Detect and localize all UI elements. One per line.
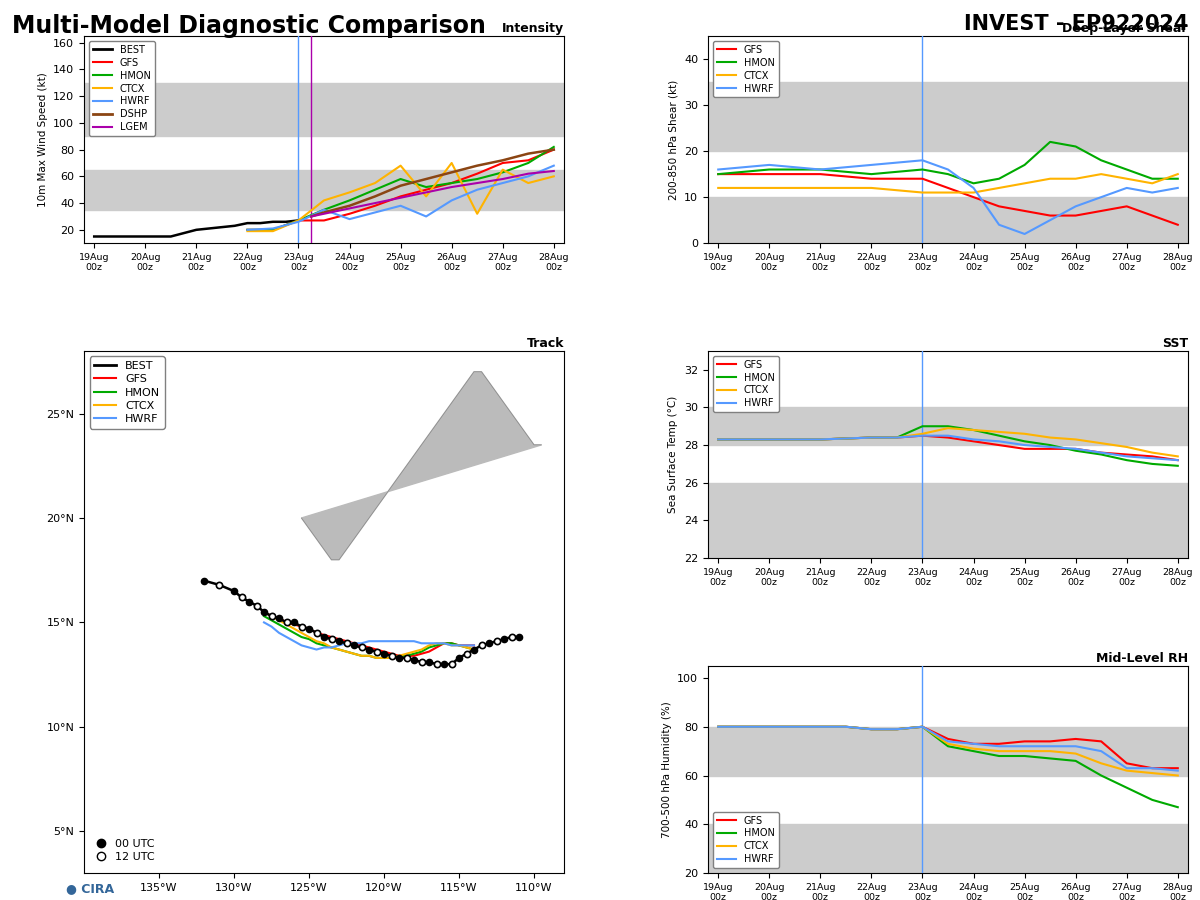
Text: INVEST - EP922024: INVEST - EP922024 [964, 14, 1188, 33]
Text: Multi-Model Diagnostic Comparison: Multi-Model Diagnostic Comparison [12, 14, 486, 38]
Y-axis label: 200-850 hPa Shear (kt): 200-850 hPa Shear (kt) [668, 79, 678, 200]
Y-axis label: 700-500 hPa Humidity (%): 700-500 hPa Humidity (%) [661, 701, 672, 838]
Text: Track: Track [527, 337, 564, 350]
Y-axis label: 10m Max Wind Speed (kt): 10m Max Wind Speed (kt) [37, 72, 48, 207]
Bar [84, 83, 564, 136]
Legend: GFS, HMON, CTCX, HWRF: GFS, HMON, CTCX, HWRF [713, 812, 779, 868]
Bar [708, 82, 1188, 151]
Y-axis label: Sea Surface Temp (°C): Sea Surface Temp (°C) [668, 396, 678, 513]
Polygon shape [301, 372, 541, 560]
Text: SST: SST [1162, 337, 1188, 350]
Text: Intensity: Intensity [502, 22, 564, 35]
Bar [708, 727, 1188, 776]
Text: Deep-Layer Shear: Deep-Layer Shear [1062, 22, 1188, 35]
Bar [708, 824, 1188, 873]
Bar [708, 482, 1188, 558]
Legend: 00 UTC, 12 UTC: 00 UTC, 12 UTC [90, 833, 161, 868]
Bar [708, 197, 1188, 243]
Text: Mid-Level RH: Mid-Level RH [1096, 652, 1188, 665]
Text: ● CIRA: ● CIRA [66, 883, 114, 896]
Bar [708, 408, 1188, 446]
Bar [84, 170, 564, 210]
Legend: GFS, HMON, CTCX, HWRF: GFS, HMON, CTCX, HWRF [713, 40, 779, 97]
Legend: BEST, GFS, HMON, CTCX, HWRF, DSHP, LGEM: BEST, GFS, HMON, CTCX, HWRF, DSHP, LGEM [89, 40, 155, 136]
Legend: GFS, HMON, CTCX, HWRF: GFS, HMON, CTCX, HWRF [713, 356, 779, 412]
